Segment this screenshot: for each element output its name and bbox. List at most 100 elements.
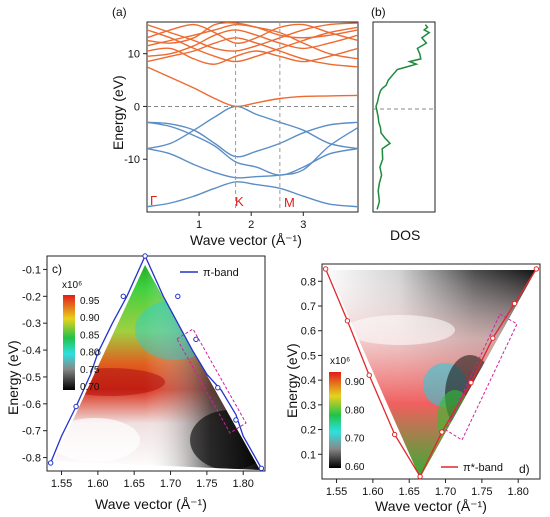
x-tick-label: 1.70	[435, 486, 456, 498]
x-tick-label: 1.80	[507, 486, 528, 498]
x-tick-label: 1.55	[51, 478, 72, 490]
pi-star-band-marker	[511, 300, 518, 307]
x-tick-label: 1.80	[232, 478, 253, 490]
pi-star-band-curve	[322, 266, 540, 480]
colorbar-tick-label: 0.70	[345, 434, 365, 445]
pi-star-band-marker	[490, 335, 496, 341]
pi-star-band-line	[325, 268, 537, 478]
x-tick-label: 1	[196, 219, 202, 231]
pi-star-band-marker	[439, 429, 445, 435]
pi-band-marker	[95, 350, 101, 356]
panel-a: (a) 1 2 3 -10 0 10 Γ K M Wave vector (Å⁻¹) En…	[110, 5, 359, 248]
panel-d-ylabel: Energy (eV)	[284, 343, 300, 418]
panel-d-colorbar	[329, 372, 341, 468]
colorbar-tick-label: 0.90	[80, 313, 100, 324]
x-tick-label: 2	[248, 219, 254, 231]
k-point-label: K	[235, 194, 244, 209]
y-tick-label: -0.8	[22, 453, 41, 465]
pi-band-marker	[193, 336, 199, 343]
panel-c-axes: 1.55 1.60 1.65 1.70 1.75 1.80 -0.1 -0.2 -0.3 -0.4…	[22, 264, 254, 490]
pi-band-marker	[120, 293, 127, 300]
panel-c-colorbar	[63, 295, 75, 390]
pi-band-legend-label: π-band	[203, 267, 239, 279]
pi-band-marker	[73, 403, 79, 410]
panel-c-colorbar-exponent: x10⁶	[62, 280, 82, 291]
panel-d-xlabel: Wave vector (Å⁻¹)	[375, 498, 487, 514]
y-tick-label: -0.6	[22, 399, 41, 411]
panel-b-xlabel: DOS	[390, 227, 420, 243]
valence-band-0	[147, 121, 358, 158]
m-point-label: M	[284, 195, 295, 210]
panel-b: (b) DOS	[371, 5, 436, 243]
x-tick-label: 1.65	[123, 478, 144, 490]
x-tick-label: 1.75	[196, 478, 217, 490]
conduction-band-9	[147, 22, 358, 52]
y-tick-label: -0.2	[22, 291, 41, 303]
pi-band-marker	[47, 460, 54, 466]
y-tick-label: -0.4	[22, 345, 41, 357]
dos-line	[375, 24, 431, 210]
x-tick-label: 1.70	[160, 478, 181, 490]
y-tick-label: 0.7	[301, 301, 316, 313]
pi-band-marker	[215, 384, 221, 391]
panel-b-frame	[372, 21, 436, 213]
y-tick-label: 0.3	[301, 400, 316, 412]
valence-band-3	[147, 127, 358, 179]
panel-c-colorbar-ticks: 0.95 0.90 0.85 0.80 0.75 0.70	[80, 296, 100, 393]
pi-band-marker	[175, 293, 181, 300]
conduction-band-12	[147, 47, 358, 65]
panel-c-highlight-box	[176, 328, 247, 434]
x-tick-label: 1.55	[326, 486, 347, 498]
panel-c-ylabel: Energy (eV)	[5, 340, 21, 415]
panel-a-xlabel: Wave vector (Å⁻¹)	[190, 232, 302, 248]
x-tick-label: 3	[300, 219, 306, 231]
pi-star-band-marker	[344, 318, 351, 324]
panel-c: x10⁶ 0.950.900.850.800.750.70 π-band c) …	[5, 253, 266, 512]
pi-star-band-legend-label: π*-band	[463, 462, 503, 474]
panel-a-label: (a)	[112, 5, 127, 19]
colorbar-tick-label: 0.80	[80, 348, 100, 359]
panel-d-axes: 1.55 1.60 1.65 1.70 1.75 1.80 0.1 0.2 0.3 0.4 0.5 0…	[301, 276, 529, 498]
band-structure-lines	[147, 22, 358, 208]
valence-band-2	[147, 105, 358, 150]
y-tick-label: 0	[134, 101, 140, 113]
valence-band-4	[147, 181, 358, 208]
x-tick-label: 1.65	[398, 486, 419, 498]
panel-a-axes: 1 2 3 -10 0 10	[124, 22, 358, 231]
y-tick-label: 0.5	[301, 350, 316, 362]
dos-curve	[375, 24, 431, 210]
pi-band-curve	[47, 253, 265, 472]
colorbar-tick-label: 0.85	[80, 330, 100, 341]
panel-a-ylabel: Energy (eV)	[110, 75, 126, 150]
panel-b-label: (b)	[371, 5, 386, 19]
pi-band-line	[49, 254, 262, 469]
colorbar-tick-label: 0.75	[80, 365, 100, 376]
panel-c-label: c)	[52, 262, 62, 276]
y-tick-label: 0.1	[301, 449, 316, 461]
y-tick-label: -10	[124, 154, 140, 166]
y-tick-label: 0.6	[301, 326, 316, 338]
colorbar-tick-label: 0.70	[80, 382, 100, 393]
y-tick-label: 10	[128, 49, 140, 61]
panel-d: x10⁶ 0.90 0.80 0.70 0.60 π*-band d) 1.55 1.6…	[284, 263, 541, 514]
x-tick-label: 1.75	[471, 486, 492, 498]
conduction-band-5	[147, 66, 358, 108]
colorbar-tick-label: 0.60	[345, 462, 365, 473]
conduction-band-13	[147, 22, 358, 44]
gamma-point-label: Γ	[150, 193, 157, 208]
x-tick-label: 1.60	[87, 478, 108, 490]
panel-d-colorbar-ticks: 0.90 0.80 0.70 0.60	[345, 377, 365, 473]
conduction-band-10	[147, 29, 358, 57]
pi-star-band-marker	[533, 266, 540, 272]
panel-d-colorbar-exponent: x10⁶	[330, 356, 350, 367]
y-tick-label: -0.1	[22, 264, 41, 276]
valence-band-1	[147, 121, 358, 176]
colorbar-tick-label: 0.95	[80, 296, 100, 307]
y-tick-label: 0.4	[301, 375, 316, 387]
conduction-band-11	[147, 23, 358, 44]
y-tick-label: -0.3	[22, 318, 41, 330]
y-tick-label: -0.5	[22, 372, 41, 384]
x-tick-label: 1.60	[362, 486, 383, 498]
pi-star-band-marker	[366, 372, 372, 378]
